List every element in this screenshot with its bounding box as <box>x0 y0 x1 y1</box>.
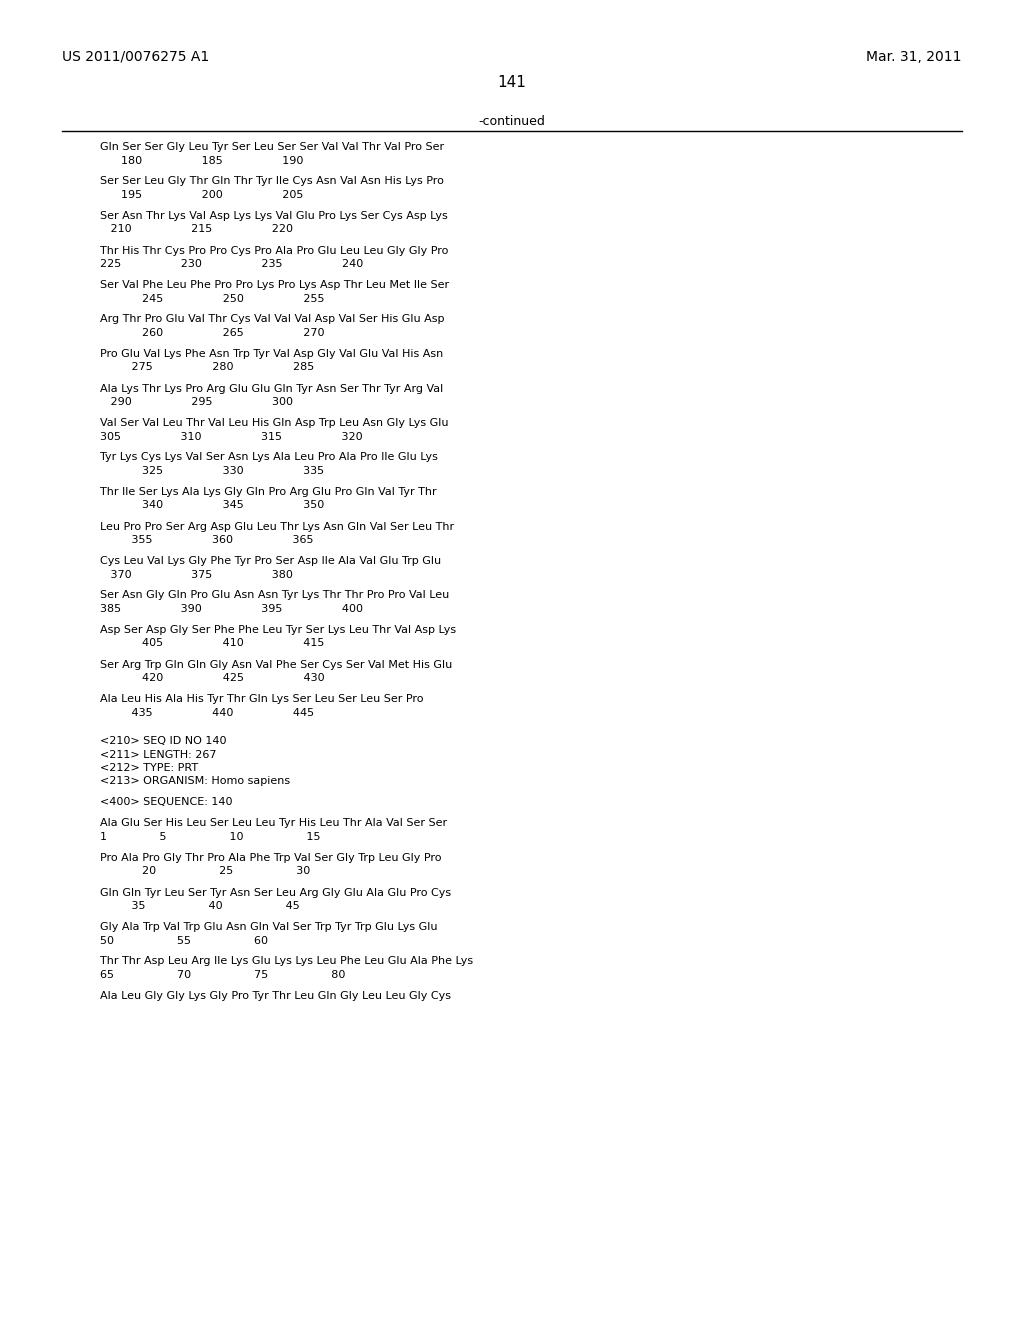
Text: <210> SEQ ID NO 140: <210> SEQ ID NO 140 <box>100 737 226 746</box>
Text: -continued: -continued <box>478 115 546 128</box>
Text: Arg Thr Pro Glu Val Thr Cys Val Val Val Asp Val Ser His Glu Asp: Arg Thr Pro Glu Val Thr Cys Val Val Val … <box>100 314 444 325</box>
Text: Asp Ser Asp Gly Ser Phe Phe Leu Tyr Ser Lys Leu Thr Val Asp Lys: Asp Ser Asp Gly Ser Phe Phe Leu Tyr Ser … <box>100 624 456 635</box>
Text: Leu Pro Pro Ser Arg Asp Glu Leu Thr Lys Asn Gln Val Ser Leu Thr: Leu Pro Pro Ser Arg Asp Glu Leu Thr Lys … <box>100 521 454 532</box>
Text: 210                 215                 220: 210 215 220 <box>100 224 293 235</box>
Text: 385                 390                 395                 400: 385 390 395 400 <box>100 605 362 614</box>
Text: Ser Asn Thr Lys Val Asp Lys Lys Val Glu Pro Lys Ser Cys Asp Lys: Ser Asn Thr Lys Val Asp Lys Lys Val Glu … <box>100 211 447 220</box>
Text: 195                 200                 205: 195 200 205 <box>100 190 303 201</box>
Text: 141: 141 <box>498 75 526 90</box>
Text: <400> SEQUENCE: 140: <400> SEQUENCE: 140 <box>100 797 232 808</box>
Text: Ala Glu Ser His Leu Ser Leu Leu Tyr His Leu Thr Ala Val Ser Ser: Ala Glu Ser His Leu Ser Leu Leu Tyr His … <box>100 818 447 829</box>
Text: Tyr Lys Cys Lys Val Ser Asn Lys Ala Leu Pro Ala Pro Ile Glu Lys: Tyr Lys Cys Lys Val Ser Asn Lys Ala Leu … <box>100 453 438 462</box>
Text: 290                 295                 300: 290 295 300 <box>100 397 293 407</box>
Text: Ser Ser Leu Gly Thr Gln Thr Tyr Ile Cys Asn Val Asn His Lys Pro: Ser Ser Leu Gly Thr Gln Thr Tyr Ile Cys … <box>100 177 443 186</box>
Text: Ser Arg Trp Gln Gln Gly Asn Val Phe Ser Cys Ser Val Met His Glu: Ser Arg Trp Gln Gln Gly Asn Val Phe Ser … <box>100 660 453 669</box>
Text: Ser Val Phe Leu Phe Pro Pro Lys Pro Lys Asp Thr Leu Met Ile Ser: Ser Val Phe Leu Phe Pro Pro Lys Pro Lys … <box>100 280 450 290</box>
Text: Thr Ile Ser Lys Ala Lys Gly Gln Pro Arg Glu Pro Gln Val Tyr Thr: Thr Ile Ser Lys Ala Lys Gly Gln Pro Arg … <box>100 487 436 498</box>
Text: Ala Leu Gly Gly Lys Gly Pro Tyr Thr Leu Gln Gly Leu Leu Gly Cys: Ala Leu Gly Gly Lys Gly Pro Tyr Thr Leu … <box>100 991 451 1001</box>
Text: 275                 280                 285: 275 280 285 <box>100 363 314 372</box>
Text: 370                 375                 380: 370 375 380 <box>100 569 293 579</box>
Text: Ser Asn Gly Gln Pro Glu Asn Asn Tyr Lys Thr Thr Pro Pro Val Leu: Ser Asn Gly Gln Pro Glu Asn Asn Tyr Lys … <box>100 590 450 601</box>
Text: 225                 230                 235                 240: 225 230 235 240 <box>100 259 364 269</box>
Text: Thr Thr Asp Leu Arg Ile Lys Glu Lys Lys Leu Phe Leu Glu Ala Phe Lys: Thr Thr Asp Leu Arg Ile Lys Glu Lys Lys … <box>100 957 473 966</box>
Text: Val Ser Val Leu Thr Val Leu His Gln Asp Trp Leu Asn Gly Lys Glu: Val Ser Val Leu Thr Val Leu His Gln Asp … <box>100 418 449 428</box>
Text: 435                 440                 445: 435 440 445 <box>100 708 314 718</box>
Text: Gly Ala Trp Val Trp Glu Asn Gln Val Ser Trp Tyr Trp Glu Lys Glu: Gly Ala Trp Val Trp Glu Asn Gln Val Ser … <box>100 921 437 932</box>
Text: 180                 185                 190: 180 185 190 <box>100 156 303 165</box>
Text: <212> TYPE: PRT: <212> TYPE: PRT <box>100 763 198 774</box>
Text: <213> ORGANISM: Homo sapiens: <213> ORGANISM: Homo sapiens <box>100 776 290 787</box>
Text: 245                 250                 255: 245 250 255 <box>100 293 325 304</box>
Text: US 2011/0076275 A1: US 2011/0076275 A1 <box>62 50 209 63</box>
Text: 340                 345                 350: 340 345 350 <box>100 500 325 511</box>
Text: Pro Ala Pro Gly Thr Pro Ala Phe Trp Val Ser Gly Trp Leu Gly Pro: Pro Ala Pro Gly Thr Pro Ala Phe Trp Val … <box>100 853 441 863</box>
Text: Pro Glu Val Lys Phe Asn Trp Tyr Val Asp Gly Val Glu Val His Asn: Pro Glu Val Lys Phe Asn Trp Tyr Val Asp … <box>100 348 443 359</box>
Text: 50                  55                  60: 50 55 60 <box>100 936 268 945</box>
Text: Ala Lys Thr Lys Pro Arg Glu Glu Gln Tyr Asn Ser Thr Tyr Arg Val: Ala Lys Thr Lys Pro Arg Glu Glu Gln Tyr … <box>100 384 443 393</box>
Text: 420                 425                 430: 420 425 430 <box>100 673 325 682</box>
Text: Gln Ser Ser Gly Leu Tyr Ser Leu Ser Ser Val Val Thr Val Pro Ser: Gln Ser Ser Gly Leu Tyr Ser Leu Ser Ser … <box>100 143 444 152</box>
Text: 65                  70                  75                  80: 65 70 75 80 <box>100 970 345 979</box>
Text: Thr His Thr Cys Pro Pro Cys Pro Ala Pro Glu Leu Leu Gly Gly Pro: Thr His Thr Cys Pro Pro Cys Pro Ala Pro … <box>100 246 449 256</box>
Text: 305                 310                 315                 320: 305 310 315 320 <box>100 432 362 441</box>
Text: Cys Leu Val Lys Gly Phe Tyr Pro Ser Asp Ile Ala Val Glu Trp Glu: Cys Leu Val Lys Gly Phe Tyr Pro Ser Asp … <box>100 556 441 566</box>
Text: Gln Gln Tyr Leu Ser Tyr Asn Ser Leu Arg Gly Glu Ala Glu Pro Cys: Gln Gln Tyr Leu Ser Tyr Asn Ser Leu Arg … <box>100 887 452 898</box>
Text: 35                  40                  45: 35 40 45 <box>100 902 300 911</box>
Text: 1               5                  10                  15: 1 5 10 15 <box>100 832 321 842</box>
Text: <211> LENGTH: 267: <211> LENGTH: 267 <box>100 750 216 759</box>
Text: 355                 360                 365: 355 360 365 <box>100 535 313 545</box>
Text: 405                 410                 415: 405 410 415 <box>100 639 325 648</box>
Text: 325                 330                 335: 325 330 335 <box>100 466 325 477</box>
Text: Ala Leu His Ala His Tyr Thr Gln Lys Ser Leu Ser Leu Ser Pro: Ala Leu His Ala His Tyr Thr Gln Lys Ser … <box>100 694 424 704</box>
Text: 260                 265                 270: 260 265 270 <box>100 327 325 338</box>
Text: Mar. 31, 2011: Mar. 31, 2011 <box>866 50 962 63</box>
Text: 20                  25                  30: 20 25 30 <box>100 866 310 876</box>
